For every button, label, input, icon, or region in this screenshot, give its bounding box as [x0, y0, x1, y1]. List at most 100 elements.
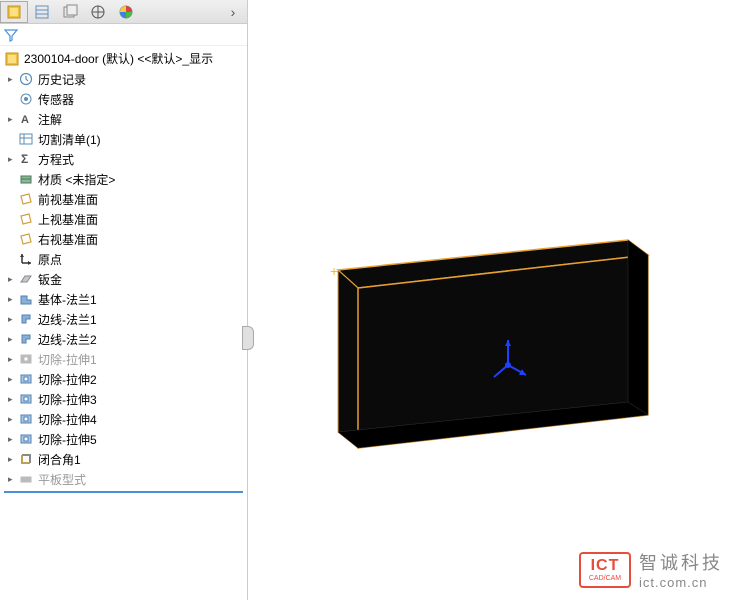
tree-item-label: 切割清单(1) [38, 131, 101, 148]
tree-item[interactable]: ▸ 钣金 [0, 269, 247, 289]
tree-item-label: 钣金 [38, 271, 62, 288]
tree-item-label: 前视基准面 [38, 191, 98, 208]
sheetmetal-icon [18, 271, 34, 287]
watermark: ICT CAD/CAM 智诚科技 ict.com.cn [579, 549, 723, 590]
tree-item-label: 切除-拉伸1 [38, 351, 97, 368]
tree-item[interactable]: ▸ 切除-拉伸1 [0, 349, 247, 369]
tree-item[interactable]: ▸ 边线-法兰1 [0, 309, 247, 329]
logo-main-text: ICT [591, 557, 620, 575]
tree-item[interactable]: 上视基准面 [0, 209, 247, 229]
tree-item[interactable]: ▸ 切除-拉伸5 [0, 429, 247, 449]
root-label: 2300104-door (默认) <<默认>_显示 [24, 50, 213, 67]
watermark-url: ict.com.cn [639, 575, 723, 590]
panel-drag-handle[interactable] [242, 326, 254, 350]
expand-arrow-icon[interactable]: ▸ [8, 414, 18, 425]
plane-icon [18, 231, 34, 247]
tree-item[interactable]: ▸ 基体-法兰1 [0, 289, 247, 309]
tree-item[interactable]: ▸ A 注解 [0, 109, 247, 129]
tree-item-label: 闭合角1 [38, 451, 81, 468]
expand-arrow-icon[interactable]: ▸ [8, 294, 18, 305]
tree-item-label: 边线-法兰1 [38, 311, 97, 328]
edgeflange-icon [18, 331, 34, 347]
cut-icon [18, 411, 34, 427]
equation-icon: Σ [18, 151, 34, 167]
watermark-cn: 智诚科技 [639, 549, 723, 575]
feature-tree: 2300104-door (默认) <<默认>_显示 ▸ 历史记录 传感器 ▸ … [0, 46, 247, 600]
tree-item[interactable]: 前视基准面 [0, 189, 247, 209]
feature-manager-tab[interactable] [0, 1, 28, 23]
tree-item[interactable]: ▸ 历史记录 [0, 69, 247, 89]
expand-arrow-icon[interactable]: ▸ [8, 114, 18, 125]
property-manager-tab[interactable] [28, 1, 56, 23]
rollback-bar[interactable] [4, 491, 243, 493]
plane-icon [18, 191, 34, 207]
tree-item-label: 右视基准面 [38, 231, 98, 248]
tree-item[interactable]: 原点 [0, 249, 247, 269]
expand-arrow-icon[interactable]: ▸ [8, 374, 18, 385]
expand-arrow-icon[interactable]: ▸ [8, 394, 18, 405]
tree-item[interactable]: ▸ 平板型式 [0, 469, 247, 489]
tree-item[interactable]: ▸ 切除-拉伸3 [0, 389, 247, 409]
origin-icon [18, 251, 34, 267]
expand-arrow-icon[interactable]: ▸ [8, 434, 18, 445]
expand-arrow-icon[interactable]: ▸ [8, 454, 18, 465]
tree-item[interactable]: ▸ 切除-拉伸2 [0, 369, 247, 389]
expand-arrow-icon[interactable]: ▸ [8, 274, 18, 285]
expand-arrow-icon[interactable]: ▸ [8, 314, 18, 325]
dimxpert-manager-tab[interactable] [84, 1, 112, 23]
configuration-manager-tab[interactable] [56, 1, 84, 23]
tree-item[interactable]: 传感器 [0, 89, 247, 109]
expand-arrow-icon[interactable]: ▸ [8, 74, 18, 85]
tree-item[interactable]: ▸ 闭合角1 [0, 449, 247, 469]
cut-icon [18, 371, 34, 387]
tree-root-item[interactable]: 2300104-door (默认) <<默认>_显示 [0, 48, 247, 69]
tree-item[interactable]: 切割清单(1) [0, 129, 247, 149]
part-icon [4, 51, 20, 67]
expand-arrow-icon[interactable]: ▸ [8, 154, 18, 165]
tree-item-label: 切除-拉伸3 [38, 391, 97, 408]
model-view[interactable]: + [318, 210, 698, 503]
baseflange-icon [18, 291, 34, 307]
sensor-icon [18, 91, 34, 107]
expand-arrow-icon[interactable]: ▸ [8, 354, 18, 365]
model-viewport[interactable]: + ICT CAD/CAM 智诚科技 ict.com.cn [248, 0, 733, 600]
watermark-text: 智诚科技 ict.com.cn [639, 549, 723, 590]
filter-icon [4, 28, 18, 42]
svg-text:+: + [330, 263, 338, 279]
tree-item-label: 传感器 [38, 91, 74, 108]
cut-icon [18, 431, 34, 447]
expand-arrow-icon[interactable]: ▸ [8, 474, 18, 485]
plane-icon [18, 211, 34, 227]
corner-icon [18, 451, 34, 467]
edgeflange-icon [18, 311, 34, 327]
tree-item[interactable]: ▸ Σ 方程式 [0, 149, 247, 169]
tree-item[interactable]: ▸ 切除-拉伸4 [0, 409, 247, 429]
ict-logo: ICT CAD/CAM [579, 552, 631, 588]
tree-item[interactable]: ▸ 边线-法兰2 [0, 329, 247, 349]
expand-panel-button[interactable]: › [219, 1, 247, 23]
tree-item[interactable]: 材质 <未指定> [0, 169, 247, 189]
cut-icon [18, 351, 34, 367]
annotation-icon: A [18, 111, 34, 127]
cut-icon [18, 391, 34, 407]
tree-item-label: 原点 [38, 251, 62, 268]
filter-bar[interactable] [0, 24, 247, 46]
tree-item-label: 平板型式 [38, 471, 86, 488]
flatpattern-icon [18, 471, 34, 487]
tree-item-label: 方程式 [38, 151, 74, 168]
history-icon [18, 71, 34, 87]
cutlist-icon [18, 131, 34, 147]
tree-item-label: 上视基准面 [38, 211, 98, 228]
tree-item-label: 注解 [38, 111, 62, 128]
svg-text:A: A [21, 114, 29, 126]
tree-item-label: 历史记录 [38, 71, 86, 88]
tree-item[interactable]: 右视基准面 [0, 229, 247, 249]
tree-item-label: 边线-法兰2 [38, 331, 97, 348]
tree-item-label: 切除-拉伸2 [38, 371, 97, 388]
expand-arrow-icon[interactable]: ▸ [8, 334, 18, 345]
feature-tree-panel: › 2300104-door (默认) <<默认>_显示 ▸ 历史记录 传感器 … [0, 0, 248, 600]
display-manager-tab[interactable] [112, 1, 140, 23]
material-icon [18, 171, 34, 187]
logo-sub-text: CAD/CAM [589, 575, 621, 582]
tree-item-label: 基体-法兰1 [38, 291, 97, 308]
